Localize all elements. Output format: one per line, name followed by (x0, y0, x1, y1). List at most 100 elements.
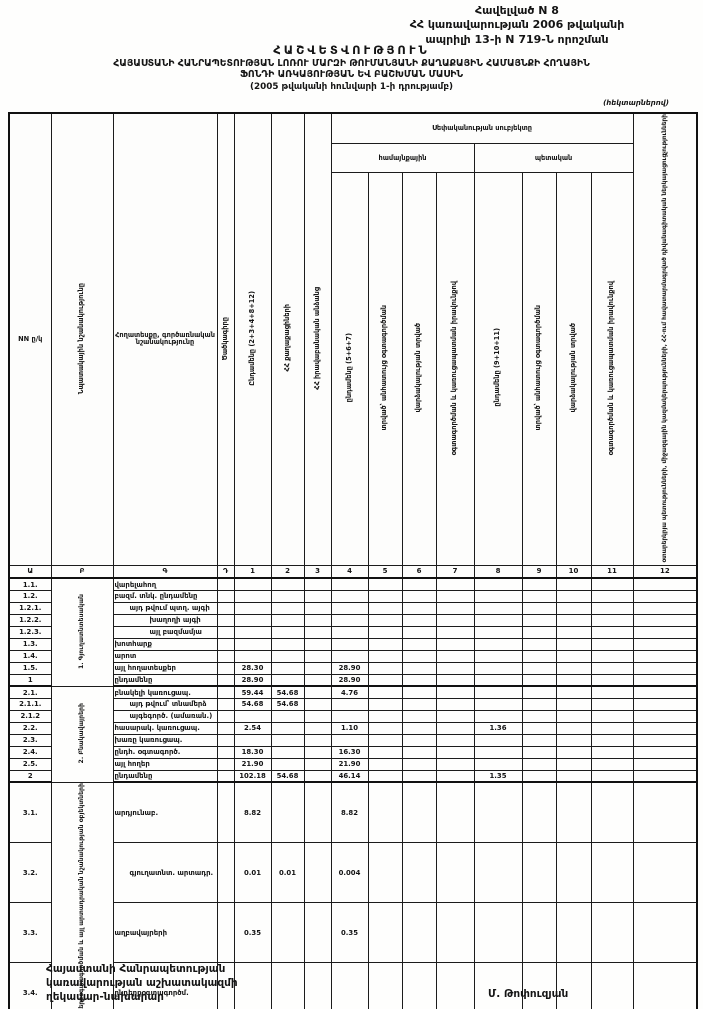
value-cell (367, 649, 403, 663)
value-cell (521, 625, 557, 639)
value-cell: 8.82 (330, 781, 369, 844)
value-cell (555, 589, 592, 603)
value-cell (473, 962, 523, 1009)
value-cell (367, 673, 403, 688)
value-cell (473, 745, 523, 759)
row-label: ընդհ. օգտագործ. (112, 745, 218, 759)
value-cell (521, 685, 557, 699)
row-label: խաղողի այգի (112, 613, 218, 627)
value-cell: 16.30 (330, 745, 369, 759)
value-cell (233, 962, 272, 1009)
value-cell (555, 721, 592, 735)
value-cell (270, 661, 305, 675)
value-cell (303, 781, 332, 844)
appendix-line-3: ապրիլի 13-ի N 719-Ն որոշման (425, 32, 609, 46)
footer-line-2: կառավարության աշխատակազմի (46, 977, 238, 990)
row-label: խոտհարք (112, 637, 218, 651)
value-cell (270, 962, 305, 1009)
code-cell (216, 589, 235, 603)
row-label: հասարակ. կառուցապ. (112, 721, 218, 735)
value-cell (401, 757, 437, 771)
value-cell (233, 733, 272, 747)
row-number: 1.3. (8, 637, 52, 651)
value-cell (435, 962, 475, 1009)
table-row: 1.4. արոտ (8, 649, 698, 663)
value-cell (632, 685, 698, 699)
appendix-block: Հավելված N 8 ՀՀ կառավարության 2006 թվակա… (337, 4, 697, 47)
row-number: 2.1.1. (8, 697, 52, 711)
value-cell (521, 649, 557, 663)
row-label: ընդերքօգտագործմ. (112, 962, 218, 1009)
row-label: այգեգործ. (ամառան.) (112, 709, 218, 723)
value-cell (303, 649, 332, 663)
row-label: բազմ. տնկ. ընդամենը (112, 589, 218, 603)
value-cell (590, 685, 634, 699)
value-cell: 28.30 (233, 661, 272, 675)
code-cell (216, 577, 235, 591)
value-cell (367, 697, 403, 711)
value-cell (590, 962, 634, 1009)
value-cell (473, 637, 523, 651)
code-cell: 1 (233, 564, 272, 580)
value-cell (521, 661, 557, 675)
row-number: 1 (8, 673, 52, 688)
row-number: 1.4. (8, 649, 52, 663)
row-number: 1.1. (8, 577, 52, 591)
appendix-line-1: Հավելված N 8 (475, 4, 559, 17)
value-cell (303, 842, 332, 904)
value-cell (521, 673, 557, 688)
code-cell: Գ (112, 564, 218, 580)
value-cell (303, 577, 332, 591)
value-cell (367, 601, 403, 615)
col-header-communal-gratuitous: տրված՝ անհատույց օգտագործման (367, 172, 403, 566)
value-cell (590, 601, 634, 615)
value-cell (270, 902, 305, 964)
section-label-text: 2. Բնակավայրերի (77, 702, 85, 764)
value-cell (473, 902, 523, 964)
value-cell (330, 601, 369, 615)
value-cell (435, 902, 475, 964)
row-number: 2.2. (8, 721, 52, 735)
value-cell (233, 577, 272, 591)
col-header-state-gratuitous: տրված՝ անհատույց օգտագործման (521, 172, 557, 566)
value-cell (555, 613, 592, 627)
value-cell (435, 613, 475, 627)
value-cell (401, 625, 437, 639)
value-cell (521, 902, 557, 964)
value-cell (367, 902, 403, 964)
value-cell (555, 745, 592, 759)
value-cell (367, 637, 403, 651)
value-cell (435, 589, 475, 603)
value-cell (555, 673, 592, 688)
row-number: 1.5. (8, 661, 52, 675)
value-cell (473, 733, 523, 747)
footer-line-3: ղեկավար-նախարար (46, 991, 164, 1004)
table-header: NN ը/կ Նպատակային նշանակությունը Հողատես… (8, 112, 698, 580)
value-cell (435, 721, 475, 735)
value-cell (521, 577, 557, 591)
value-cell (367, 625, 403, 639)
value-cell (270, 673, 305, 688)
value-cell (521, 601, 557, 615)
table-row: 1.5. այլ հողատեսքեր 28.30 28.90 (8, 661, 698, 675)
value-cell (303, 709, 332, 723)
value-cell: 8.82 (233, 781, 272, 844)
value-cell (555, 781, 592, 844)
section-label: 1. Գյուղատնտեսական (50, 577, 114, 687)
row-label: այլ հողեր (112, 757, 218, 771)
value-cell (367, 733, 403, 747)
value-cell (330, 589, 369, 603)
value-cell (632, 649, 698, 663)
table-row: 3.4. ընդերքօգտագործմ. (8, 962, 698, 1009)
value-cell (233, 637, 272, 651)
value-cell (632, 721, 698, 735)
code-cell: 5 (367, 564, 403, 580)
value-cell (401, 733, 437, 747)
code-cell (216, 637, 235, 651)
row-number: 1.2.1. (8, 601, 52, 615)
units-note: (հեկտարներով) (603, 99, 669, 107)
value-cell (270, 733, 305, 747)
value-cell (521, 589, 557, 603)
value-cell (233, 613, 272, 627)
value-cell (632, 673, 698, 688)
